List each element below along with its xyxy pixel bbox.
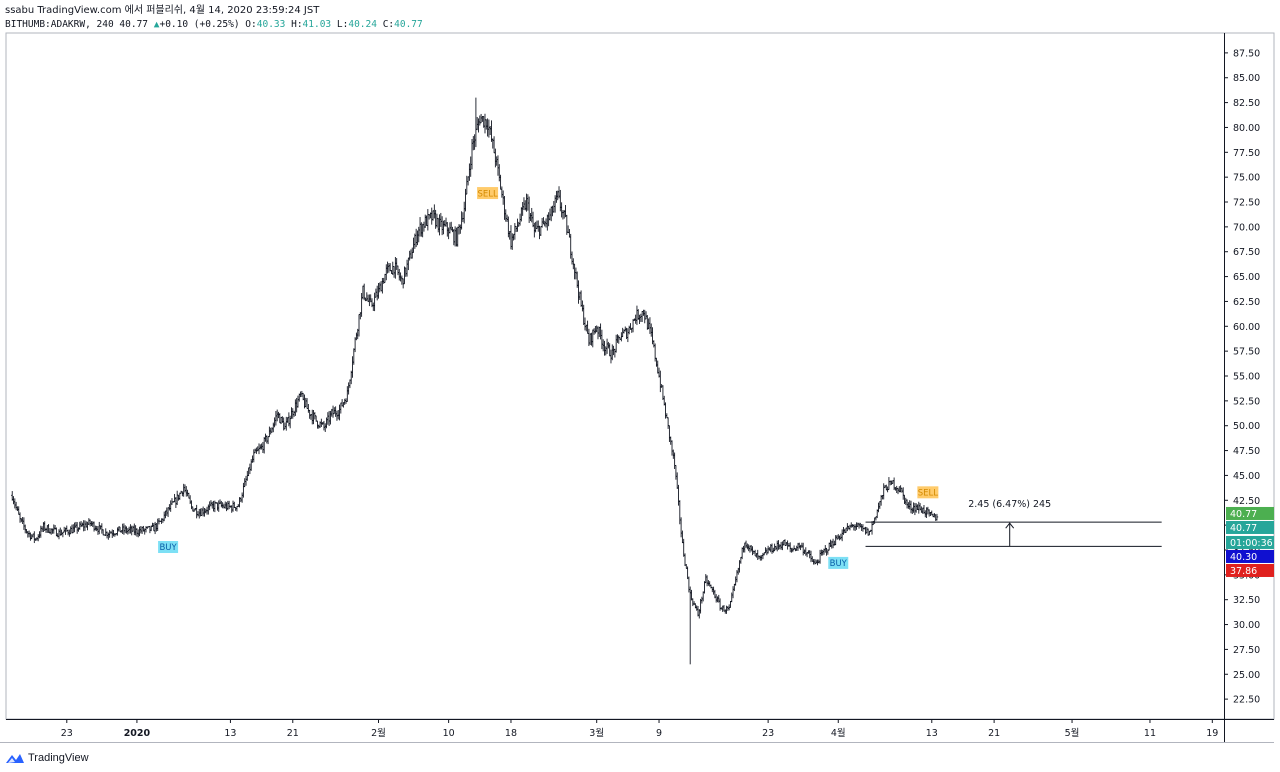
price-axis[interactable]: 22.5025.0027.5030.0032.5035.0037.5040.00… <box>1224 48 1260 706</box>
time-tick-label: 5월 <box>1065 727 1080 739</box>
change-up-icon: ▲ <box>153 19 160 30</box>
price-tick-label: 75.00 <box>1233 173 1260 184</box>
open-label: O: <box>245 19 257 30</box>
time-tick-label: 13 <box>926 728 938 739</box>
open-value: 40.33 <box>256 19 286 30</box>
price-tick-label: 57.50 <box>1233 347 1260 358</box>
tradingview-footer[interactable]: TradingView <box>5 750 89 766</box>
price-tags: 40.77 40.77 01:00:36 40.30 37.86 <box>1226 506 1274 577</box>
price-tick-label: 70.00 <box>1233 222 1260 233</box>
price-tick-label: 77.50 <box>1233 148 1260 159</box>
sell-signal-label: SELL <box>477 189 498 199</box>
price-tick-label: 50.00 <box>1233 421 1260 432</box>
price-tag-label: 01:00:36 <box>1230 538 1273 549</box>
price-tick-label: 55.00 <box>1233 372 1260 383</box>
price-tag <box>1226 563 1274 577</box>
signal-markers: BUY SELL BUY SELL <box>158 187 939 569</box>
high-value: 41.03 <box>302 19 332 30</box>
time-tick-label: 23 <box>762 728 774 739</box>
close-label: C: <box>382 19 395 30</box>
tradingview-logo-icon <box>6 754 24 763</box>
change-value: +0.10 (+0.25%) <box>159 19 240 30</box>
symbol: BITHUMB:ADAKRW, 240 <box>5 19 114 30</box>
price-tag-label: 40.30 <box>1230 552 1257 563</box>
measure-arrow-head <box>1005 522 1015 529</box>
price-tick-label: 67.50 <box>1233 247 1260 258</box>
symbol-ohlc-line: BITHUMB:ADAKRW, 240 40.77 ▲+0.10 (+0.25%… <box>5 18 423 31</box>
price-tick-label: 47.50 <box>1233 446 1260 457</box>
buy-signal-box <box>158 541 179 554</box>
price-tag-label: 40.77 <box>1230 523 1257 534</box>
price-tick-label: 25.00 <box>1233 670 1260 681</box>
low-value: 40.24 <box>348 19 377 30</box>
sell-signal-box <box>477 187 499 200</box>
time-tick-label: 9 <box>656 728 662 739</box>
sell-signal-box <box>917 486 939 499</box>
time-tick-label: 2월 <box>371 727 386 739</box>
buy-signal-label: BUY <box>830 559 848 569</box>
time-tick-label: 11 <box>1144 728 1156 739</box>
price-tick-label: 52.50 <box>1233 396 1260 407</box>
high-label: H: <box>291 19 303 30</box>
price-tick-label: 87.50 <box>1233 48 1260 59</box>
price-tag-label: 37.86 <box>1230 566 1257 577</box>
price-tick-label: 82.50 <box>1233 98 1260 109</box>
price-tick-label: 85.00 <box>1233 73 1260 84</box>
chart-frame <box>0 32 1275 743</box>
last-price: 40.77 <box>119 19 149 30</box>
time-tick-label: 21 <box>988 728 1000 739</box>
sell-signal-label: SELL <box>918 489 939 499</box>
time-tick-label: 18 <box>505 728 517 739</box>
close-value: 40.77 <box>394 19 423 30</box>
time-axis[interactable]: 23 2020 13 21 2월 10 18 3월 9 23 4월 13 21 5월 11 19 <box>61 719 1219 739</box>
measure-label: 2.45 (6.47%) 245 <box>968 499 1051 510</box>
price-tick-label: 32.50 <box>1233 595 1260 606</box>
tradingview-brand: TradingView <box>28 752 89 764</box>
time-tick-label: 21 <box>287 728 299 739</box>
price-tag <box>1226 549 1274 563</box>
buy-signal-label: BUY <box>159 543 177 553</box>
price-candles <box>11 97 939 665</box>
price-tick-label: 72.50 <box>1233 198 1260 209</box>
time-tick-label: 13 <box>224 728 236 739</box>
price-range-measure[interactable]: 2.45 (6.47%) 245 <box>865 499 1162 547</box>
price-tag <box>1226 535 1274 549</box>
price-tag-label: 40.77 <box>1230 509 1257 520</box>
buy-signal-box <box>828 556 849 569</box>
time-tick-label: 2020 <box>124 728 151 739</box>
price-tick-label: 62.50 <box>1233 297 1260 308</box>
time-tick-label: 23 <box>61 728 73 739</box>
price-tick-label: 30.00 <box>1233 620 1260 631</box>
price-tick-label: 27.50 <box>1233 645 1260 656</box>
time-tick-label: 10 <box>443 728 455 739</box>
time-tick-label: 19 <box>1206 728 1218 739</box>
price-tick-label: 65.00 <box>1233 272 1260 283</box>
price-tick-label: 22.50 <box>1233 695 1260 706</box>
price-tag <box>1226 520 1274 534</box>
price-tag <box>1226 506 1274 520</box>
publish-info: ssabu TradingView.com 에서 퍼블리쉬, 4월 14, 20… <box>5 5 320 16</box>
low-label: L: <box>336 19 349 30</box>
time-tick-label: 3월 <box>589 727 604 739</box>
plot-border <box>5 32 1275 720</box>
price-tick-label: 45.00 <box>1233 471 1260 482</box>
time-tick-label: 4월 <box>831 727 846 739</box>
price-tick-label: 42.50 <box>1233 496 1260 507</box>
price-tick-label: 80.00 <box>1233 123 1260 134</box>
price-tick-label: 60.00 <box>1233 322 1260 333</box>
